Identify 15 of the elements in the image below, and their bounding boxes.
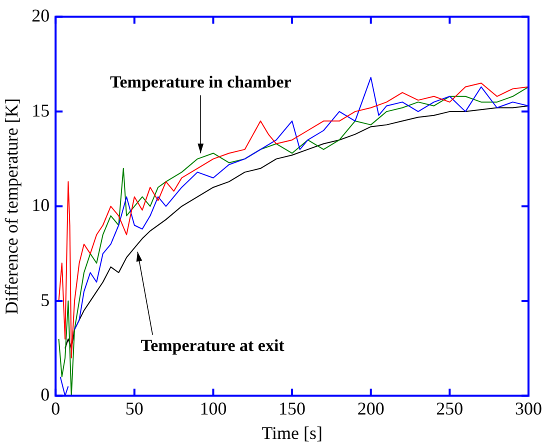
y-tick-label: 5 [40, 290, 50, 310]
y-tick-label: 0 [40, 384, 50, 405]
y-tick-label: 10 [32, 195, 50, 216]
annotation: Temperature in chamber [110, 72, 292, 92]
y-axis-title: Difference of temperature [K] [2, 98, 22, 314]
x-axis-title: Time [s] [262, 422, 322, 443]
x-tick-label: 200 [357, 398, 384, 418]
x-tick-label: 300 [515, 398, 542, 418]
y-tick-label: 20 [32, 6, 50, 26]
x-tick-label: 100 [200, 398, 227, 418]
x-tick-label: 250 [436, 398, 464, 418]
y-tick-label: 15 [32, 100, 50, 120]
x-tick-label: 150 [278, 398, 306, 418]
x-tick-label: 50 [125, 398, 144, 418]
annotation: Temperature at exit [140, 336, 285, 356]
